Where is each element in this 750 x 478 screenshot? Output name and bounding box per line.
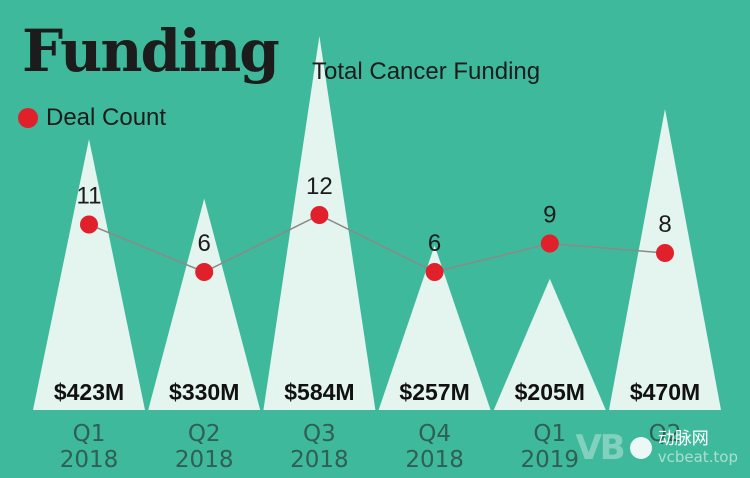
deal-count-label: 8 <box>658 211 671 238</box>
funding-triangle <box>493 278 606 410</box>
deal-count-label: 11 <box>77 183 102 210</box>
funding-triangle <box>148 198 261 410</box>
legend-label: Deal Count <box>46 104 167 131</box>
funding-value-label: $330M <box>169 379 239 405</box>
funding-value-label: $205M <box>515 379 585 405</box>
deal-count-point <box>80 215 98 234</box>
deal-count-point <box>195 263 214 281</box>
funding-value-label: $257M <box>399 379 469 405</box>
chart-subtitle: Total Cancer Funding <box>312 58 541 85</box>
category-tick-label: Q2 <box>188 421 221 447</box>
category-tick-label: Q2 <box>649 421 682 447</box>
watermark-text: 动脉网 vcbeat.top <box>658 430 738 465</box>
deal-count-point <box>310 206 329 224</box>
category-tick-label: Q1 <box>533 421 566 447</box>
watermark-logo: VB <box>575 428 625 468</box>
funding-value-label: $423M <box>54 379 124 405</box>
funding-triangle <box>33 139 145 410</box>
funding-value-label: $584M <box>284 379 354 405</box>
deal-count-label: 9 <box>543 202 556 229</box>
category-tick-label: 2018 <box>60 447 119 473</box>
category-tick-label: Q1 <box>73 421 106 447</box>
category-tick-label: 2018 <box>175 447 234 473</box>
deal-count-label: 12 <box>306 173 333 200</box>
deal-count-line <box>88 214 666 273</box>
legend: Deal Count <box>18 104 166 132</box>
category-tick-label: 2018 <box>405 447 464 473</box>
deal-count-point <box>425 263 444 281</box>
category-tick-label: Q4 <box>418 421 451 447</box>
legend-dot-icon <box>18 108 38 128</box>
funding-triangle <box>378 245 491 410</box>
deal-count-label: 6 <box>198 230 211 257</box>
watermark-url: vcbeat.top <box>657 448 738 467</box>
category-tick-label: 2018 <box>290 447 349 473</box>
deal-count-label: 6 <box>428 230 441 257</box>
watermark-name: 动脉网 <box>657 429 709 450</box>
category-tick-label: 2019 <box>521 447 580 473</box>
deal-count-point <box>656 244 674 262</box>
funding-value-label: $470M <box>630 379 700 405</box>
wechat-icon <box>629 437 652 459</box>
category-tick-label: Q3 <box>303 421 336 447</box>
watermark: VB 动脉网 vcbeat.top <box>575 428 738 468</box>
deal-count-point <box>540 234 559 253</box>
chart-title: Funding <box>22 17 280 85</box>
